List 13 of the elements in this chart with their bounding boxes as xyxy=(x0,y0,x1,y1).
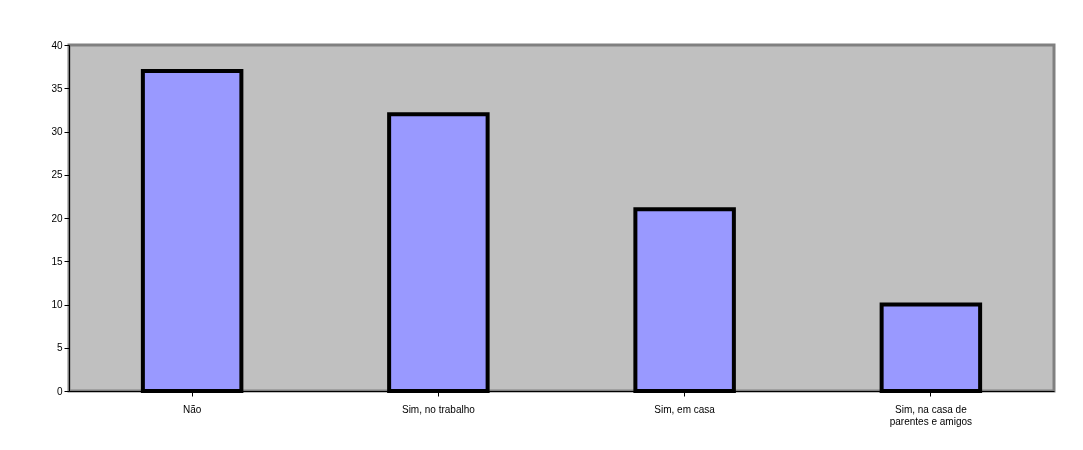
y-tick-label: 5 xyxy=(56,342,63,354)
y-tick-label: 20 xyxy=(51,212,63,224)
y-tick-label: 30 xyxy=(51,126,63,137)
x-tick-label: Sim, no trabalho xyxy=(401,403,476,415)
x-tick-label: Não xyxy=(182,403,202,415)
y-tick-label: 40 xyxy=(51,39,63,51)
y-tick-label: 25 xyxy=(51,169,63,181)
y-tick-label: 35 xyxy=(51,82,63,94)
x-tick-label: Sim, na casa de parentes e amigos xyxy=(889,403,973,427)
y-tick-label: 10 xyxy=(51,299,63,310)
y-tick-label: 15 xyxy=(51,255,63,267)
y-tick-label: 0 xyxy=(56,385,63,397)
x-tick-label: Sim, em casa xyxy=(654,403,716,415)
